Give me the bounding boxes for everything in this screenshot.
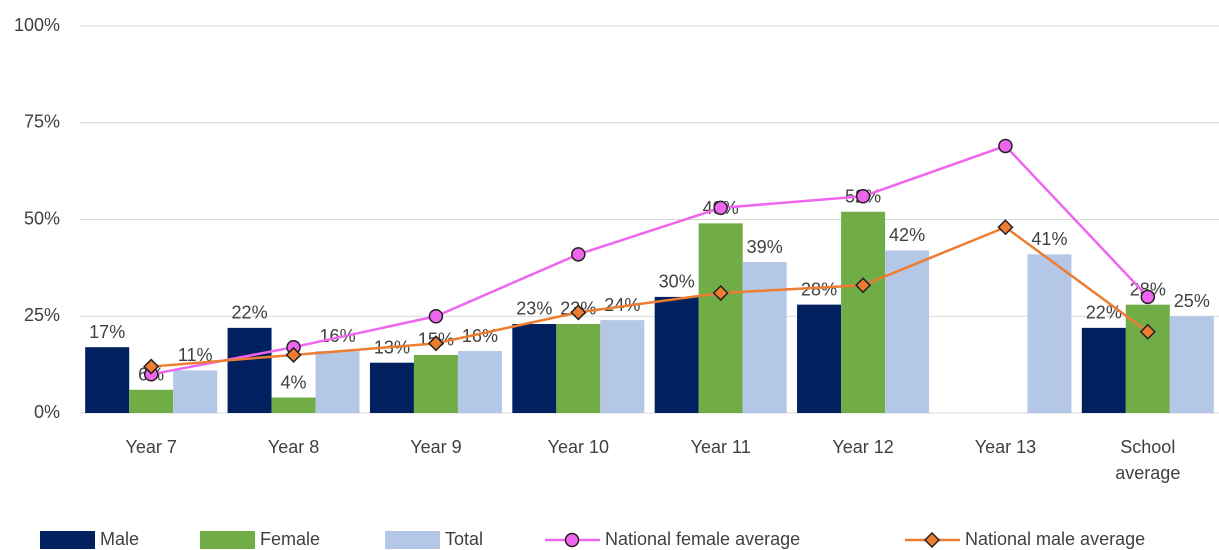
legend-label: Male bbox=[100, 529, 139, 549]
marker bbox=[1139, 323, 1156, 340]
x-tick-label: Year 13 bbox=[975, 437, 1036, 457]
marker bbox=[427, 335, 444, 352]
legend-swatch bbox=[385, 531, 440, 549]
bar bbox=[1027, 254, 1072, 413]
legend-swatch bbox=[40, 531, 95, 549]
data-label: 25% bbox=[1174, 291, 1210, 311]
bar bbox=[315, 351, 360, 413]
y-tick-label: 25% bbox=[24, 305, 60, 325]
line bbox=[151, 225, 1149, 368]
bar bbox=[85, 347, 130, 413]
data-label: 24% bbox=[604, 295, 640, 315]
x-tick-label: Year 7 bbox=[125, 437, 176, 457]
marker bbox=[564, 532, 580, 548]
x-tick-label: School average bbox=[1115, 437, 1180, 483]
y-tick-label: 0% bbox=[34, 402, 60, 422]
bar bbox=[129, 389, 174, 413]
data-label: 28% bbox=[1130, 279, 1166, 299]
bar bbox=[1081, 327, 1126, 413]
bar bbox=[556, 323, 601, 413]
bar bbox=[698, 223, 743, 413]
x-tick-label: Year 12 bbox=[832, 437, 893, 457]
bar bbox=[600, 320, 645, 413]
marker bbox=[855, 277, 872, 294]
data-label: 4% bbox=[281, 372, 307, 392]
marker bbox=[428, 309, 444, 324]
data-label: 17% bbox=[89, 322, 125, 342]
x-tick-label: Year 10 bbox=[548, 437, 609, 457]
bar bbox=[512, 323, 557, 413]
bar bbox=[413, 354, 458, 413]
marker bbox=[1140, 289, 1156, 305]
bar bbox=[885, 250, 930, 413]
bar bbox=[271, 397, 316, 413]
data-label: 41% bbox=[1031, 229, 1067, 249]
bar bbox=[457, 351, 502, 413]
data-label: 28% bbox=[801, 279, 837, 299]
marker bbox=[712, 284, 729, 302]
data-label: 22% bbox=[232, 303, 268, 323]
marker bbox=[997, 219, 1014, 236]
data-label: 42% bbox=[889, 225, 925, 245]
bar bbox=[1169, 316, 1214, 413]
x-tick-label: Year 11 bbox=[691, 437, 751, 457]
bar bbox=[797, 304, 842, 413]
legend-label: Female bbox=[260, 529, 320, 549]
x-tick-label: Year 9 bbox=[410, 437, 461, 457]
bar bbox=[369, 362, 414, 413]
y-tick-label: 50% bbox=[24, 208, 60, 228]
marker bbox=[998, 138, 1013, 154]
data-label: 11% bbox=[178, 345, 213, 365]
marker bbox=[143, 358, 160, 375]
line bbox=[150, 144, 1149, 376]
legend-label: National female average bbox=[605, 529, 800, 549]
marker bbox=[923, 531, 941, 549]
marker bbox=[285, 346, 302, 364]
marker bbox=[570, 304, 587, 321]
bar bbox=[1125, 304, 1170, 413]
x-tick-label: Year 8 bbox=[268, 437, 319, 457]
marker bbox=[571, 247, 586, 262]
bar bbox=[227, 327, 272, 413]
y-tick-label: 100% bbox=[14, 15, 60, 35]
data-label: 39% bbox=[747, 237, 783, 257]
legend-label: Total bbox=[445, 529, 483, 549]
marker bbox=[713, 200, 728, 216]
legend-label: National male average bbox=[965, 529, 1145, 549]
marker bbox=[855, 189, 871, 204]
bar bbox=[742, 262, 787, 413]
data-label: 23% bbox=[516, 299, 552, 319]
bar bbox=[841, 211, 886, 413]
data-label: 22% bbox=[1086, 303, 1122, 323]
data-label: 30% bbox=[659, 272, 695, 292]
bar bbox=[654, 296, 699, 413]
legend-swatch bbox=[200, 531, 255, 549]
bar bbox=[173, 370, 218, 413]
y-tick-label: 75% bbox=[24, 112, 60, 132]
